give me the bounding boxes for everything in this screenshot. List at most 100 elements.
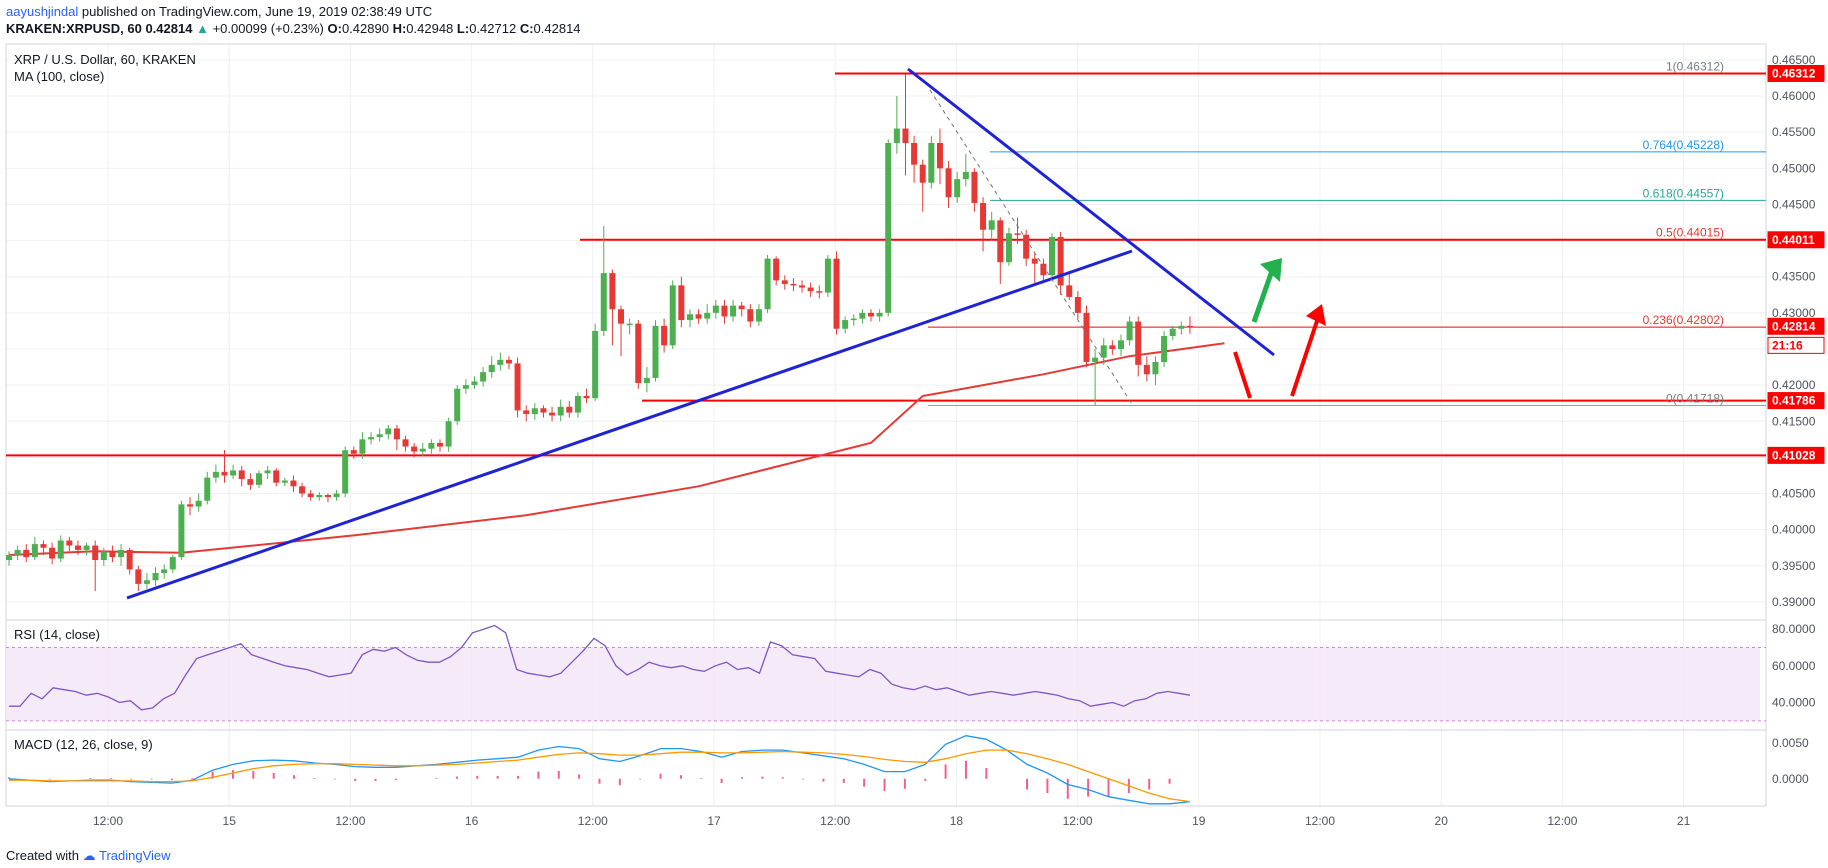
price-badge-box [1767,336,1825,354]
time-axis: 12:00 15 12:00 16 12:00 17 12:00 18 12:00 19 12:00… [93,814,1691,828]
bull-candle [6,554,12,561]
bull-candle [480,372,487,382]
bull-candle [557,406,564,416]
bear-candle [747,309,754,322]
bull-candle [161,569,168,574]
bull-candle [850,318,857,321]
bear-candle [290,480,297,487]
bear-candle [678,285,685,321]
bear-candle [566,406,573,413]
bear-candle [773,258,780,281]
bull-candle [471,381,478,386]
bull-candle [893,128,900,144]
bear-candle [74,545,81,550]
bull-candle [652,325,659,378]
tradingview-brand[interactable]: TradingView [99,848,171,863]
bear-candle [247,479,254,485]
time-tick-label: 16 [465,814,479,828]
bull-candle [1161,335,1168,362]
bull-candle [368,437,375,440]
bear-candle [437,442,443,447]
price-badge-label: 21:16 [1772,338,1803,352]
bull-candle [1005,233,1012,263]
bull-candle [419,448,426,452]
price-tick-label: 0.40000 [1772,523,1816,537]
bull-candle [333,493,340,498]
author-link[interactable]: aayushjindal [6,4,79,19]
rsi-legend: RSI (14, close) [14,627,100,642]
time-tick-label: 12:00 [1063,814,1093,828]
bear-candle [911,143,918,165]
bull-candle [57,540,64,559]
footer: Created with ☁ TradingView [6,848,171,864]
bull-candle [531,408,538,415]
fib-dashed-line [929,89,1133,405]
price-tick-label: 0.45000 [1772,161,1816,175]
fib-label: 0.5(0.44015) [1656,225,1724,239]
bull-candle [462,385,469,389]
macd-lines [8,735,1190,805]
bear-candle [523,410,530,415]
rsi-band-fill [6,647,1760,721]
bear-candle [618,309,625,324]
rsi-band [6,647,1766,722]
bear-candle [980,202,987,230]
bear-candle [66,540,73,546]
bear-candle [1023,234,1030,259]
bull-candle [488,364,495,373]
fib-label: 0.618(0.44557) [1643,186,1724,200]
time-tick-label: 21 [1677,814,1691,828]
price-tick-label: 0.39000 [1772,595,1816,609]
low-value: 0.42712 [469,21,517,36]
published-text: published on TradingView.com, June 19, 2… [81,4,433,19]
bear-candle [411,446,418,452]
green-up-arrow-icon [1251,264,1277,323]
bull-candle [842,320,849,329]
l-label: L: [456,21,470,36]
bear-candle [971,171,978,203]
time-tick-label: 12:00 [578,814,608,828]
bull-candle [497,359,504,365]
rsi-tick-label: 40.0000 [1772,696,1816,710]
ma-line [8,342,1225,556]
bull-candle [31,544,38,558]
time-tick-label: 15 [223,814,237,828]
price-tick-label: 0.43500 [1772,270,1816,284]
bear-candle [661,325,668,346]
symbol-label: KRAKEN:XRPUSD, 60 [6,21,142,36]
macd-series-line [8,735,1190,805]
price-axis: 0.46500 0.46000 0.45500 0.45000 0.44500 0.440… [1772,53,1816,786]
fib-label: 1(0.46312) [1666,59,1724,73]
bear-candle [997,220,1004,263]
bull-candle [686,314,693,321]
macd-pane-frame [5,729,1767,807]
bull-candle [428,442,435,449]
c-label: C: [519,21,534,36]
fib-label: 0.236(0.42802) [1643,313,1724,327]
rsi-tick-label: 80.0000 [1772,622,1816,636]
price-badge-label: 0.41786 [1772,394,1816,408]
bear-candle [92,545,99,561]
bear-candle [221,471,228,476]
bull-candle [928,143,935,183]
price-tick-label: 0.39500 [1772,559,1816,573]
bear-candle [807,287,814,292]
bear-candle [635,323,642,383]
red-up-arrow-head-icon [1306,304,1326,326]
bear-candle [514,363,521,411]
rising-trend-line [126,249,1133,600]
price-badges: 0.46312 0.44011 0.42814 21:16 0.41786 0.41028 [1767,64,1825,464]
bull-candle [195,500,202,507]
bear-candle [695,314,702,319]
price-badge-label: 0.44011 [1772,233,1815,247]
price-tick-label: 0.42000 [1772,378,1816,392]
price-tick-label: 0.44500 [1772,197,1816,211]
bull-candle [755,309,762,322]
bull-candle [1092,357,1099,362]
macd-tick-label: 0.0050 [1772,736,1809,750]
bull-candle [281,480,288,483]
bull-candle [764,258,771,310]
bull-candle [1117,340,1124,349]
created-with-text: Created with [6,848,79,863]
